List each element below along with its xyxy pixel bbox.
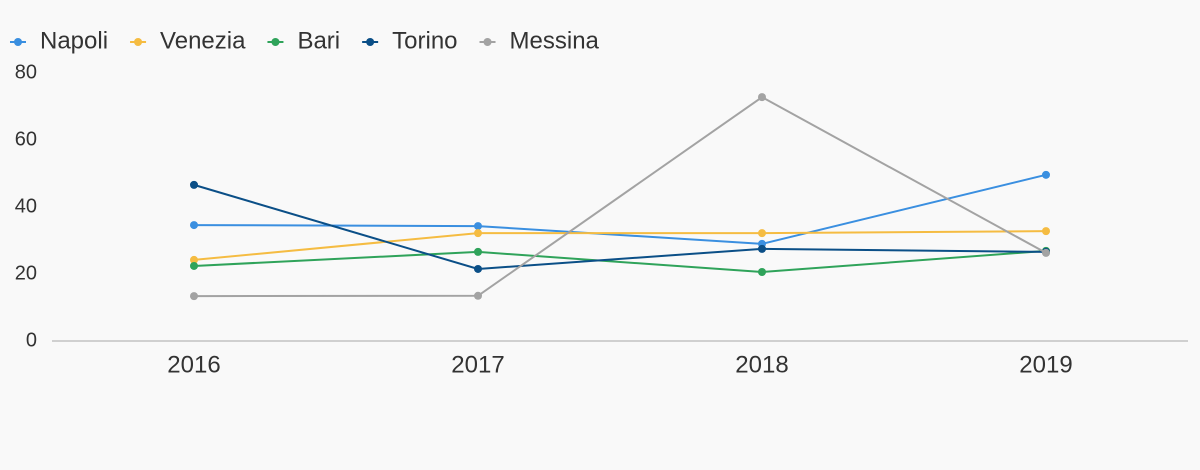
legend-swatch-dot xyxy=(483,38,492,46)
data-point xyxy=(1042,170,1050,179)
x-tick-label: 2019 xyxy=(1019,351,1072,378)
x-tick-label: 2017 xyxy=(451,351,504,378)
y-tick-label: 0 xyxy=(26,329,37,351)
legend-label: Napoli xyxy=(40,27,108,54)
data-point xyxy=(1042,248,1050,257)
y-tick-label: 60 xyxy=(15,128,37,150)
data-point xyxy=(1042,227,1050,236)
legend-swatch-dot xyxy=(134,38,143,46)
data-point xyxy=(758,93,766,102)
x-tick-label: 2016 xyxy=(167,351,220,378)
series-line xyxy=(193,249,1047,273)
data-point xyxy=(474,247,482,256)
data-point xyxy=(474,222,482,231)
legend-swatch-dot xyxy=(14,38,22,46)
legend-swatch-dot xyxy=(271,38,280,46)
data-point xyxy=(190,261,198,270)
series-line xyxy=(193,95,1047,298)
data-point xyxy=(474,229,482,238)
legend-label: Torino xyxy=(392,27,457,54)
y-tick-label: 80 xyxy=(15,61,37,83)
data-point xyxy=(758,229,766,238)
x-tick-label: 2018 xyxy=(735,351,788,378)
data-point xyxy=(190,180,198,189)
legend-label: Messina xyxy=(510,27,600,54)
data-point xyxy=(190,221,198,230)
y-tick-label: 20 xyxy=(15,262,37,284)
data-point xyxy=(758,244,766,253)
legend-swatch-dot xyxy=(366,38,375,46)
y-tick-label: 40 xyxy=(15,195,37,217)
data-point xyxy=(474,291,482,300)
legend-label: Venezia xyxy=(160,27,246,54)
series-line xyxy=(193,183,1047,270)
data-point xyxy=(190,292,198,301)
series-line xyxy=(193,230,1047,261)
series-line xyxy=(193,173,1047,245)
data-point xyxy=(474,264,482,273)
data-point xyxy=(190,255,198,264)
data-point xyxy=(758,267,766,276)
legend-label: Bari xyxy=(297,27,340,54)
